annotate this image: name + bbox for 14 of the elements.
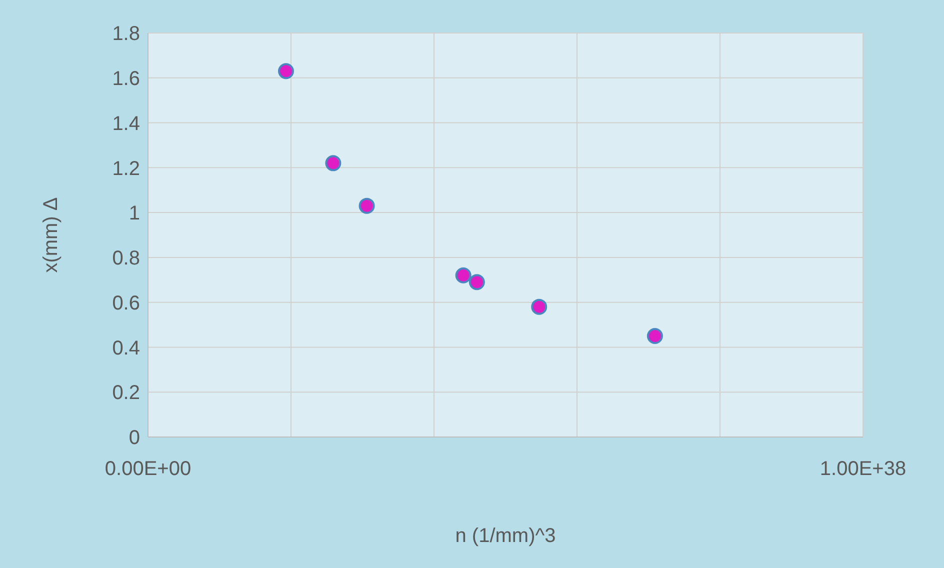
y-tick-label: 0.8 — [112, 248, 140, 270]
y-tick-label: 0.2 — [112, 382, 140, 404]
y-tick-label: 0 — [128, 427, 140, 450]
y-tick-label: 0.4 — [112, 337, 140, 360]
x-tick-label: 1.00E+38 — [820, 458, 906, 480]
y-axis-title: x(mm) Δ — [40, 197, 62, 273]
y-tick-label: 1.8 — [112, 23, 140, 46]
y-tick-label: 1.4 — [112, 112, 140, 135]
x-axis-title: n (1/mm)^3 — [455, 525, 556, 547]
y-tick-label: 1.2 — [112, 158, 140, 180]
y-tick-label: 0.6 — [112, 292, 140, 314]
y-tick-label: 1 — [128, 202, 140, 225]
x-tick-label: 0.00E+00 — [104, 458, 192, 480]
y-tick-label: 1.6 — [112, 68, 140, 90]
